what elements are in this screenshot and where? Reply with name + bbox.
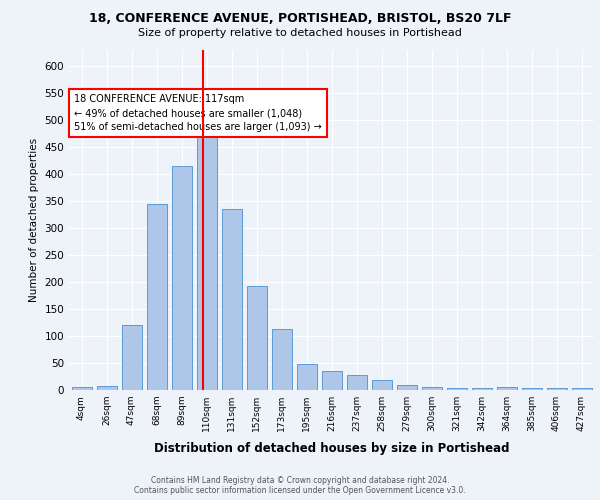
Bar <box>421 388 442 390</box>
Bar <box>521 388 542 390</box>
Bar <box>547 388 566 390</box>
Bar <box>247 286 266 390</box>
Bar <box>322 371 341 390</box>
Text: 18, CONFERENCE AVENUE, PORTISHEAD, BRISTOL, BS20 7LF: 18, CONFERENCE AVENUE, PORTISHEAD, BRIST… <box>89 12 511 26</box>
Bar <box>446 388 467 390</box>
Text: Size of property relative to detached houses in Portishead: Size of property relative to detached ho… <box>138 28 462 38</box>
Y-axis label: Number of detached properties: Number of detached properties <box>29 138 39 302</box>
Bar <box>172 166 191 390</box>
Bar <box>371 380 392 390</box>
Bar <box>197 123 217 390</box>
Text: Contains HM Land Registry data © Crown copyright and database right 2024.
Contai: Contains HM Land Registry data © Crown c… <box>134 476 466 495</box>
X-axis label: Distribution of detached houses by size in Portishead: Distribution of detached houses by size … <box>154 442 509 456</box>
Bar <box>497 388 517 390</box>
Bar <box>347 376 367 390</box>
Bar <box>71 388 91 390</box>
Bar <box>146 204 167 390</box>
Bar <box>296 364 317 390</box>
Text: 18 CONFERENCE AVENUE: 117sqm
← 49% of detached houses are smaller (1,048)
51% of: 18 CONFERENCE AVENUE: 117sqm ← 49% of de… <box>74 94 322 132</box>
Bar <box>472 388 491 390</box>
Bar <box>397 385 416 390</box>
Bar <box>221 209 241 390</box>
Bar <box>97 386 116 390</box>
Bar <box>571 388 592 390</box>
Bar <box>271 329 292 390</box>
Bar <box>121 325 142 390</box>
